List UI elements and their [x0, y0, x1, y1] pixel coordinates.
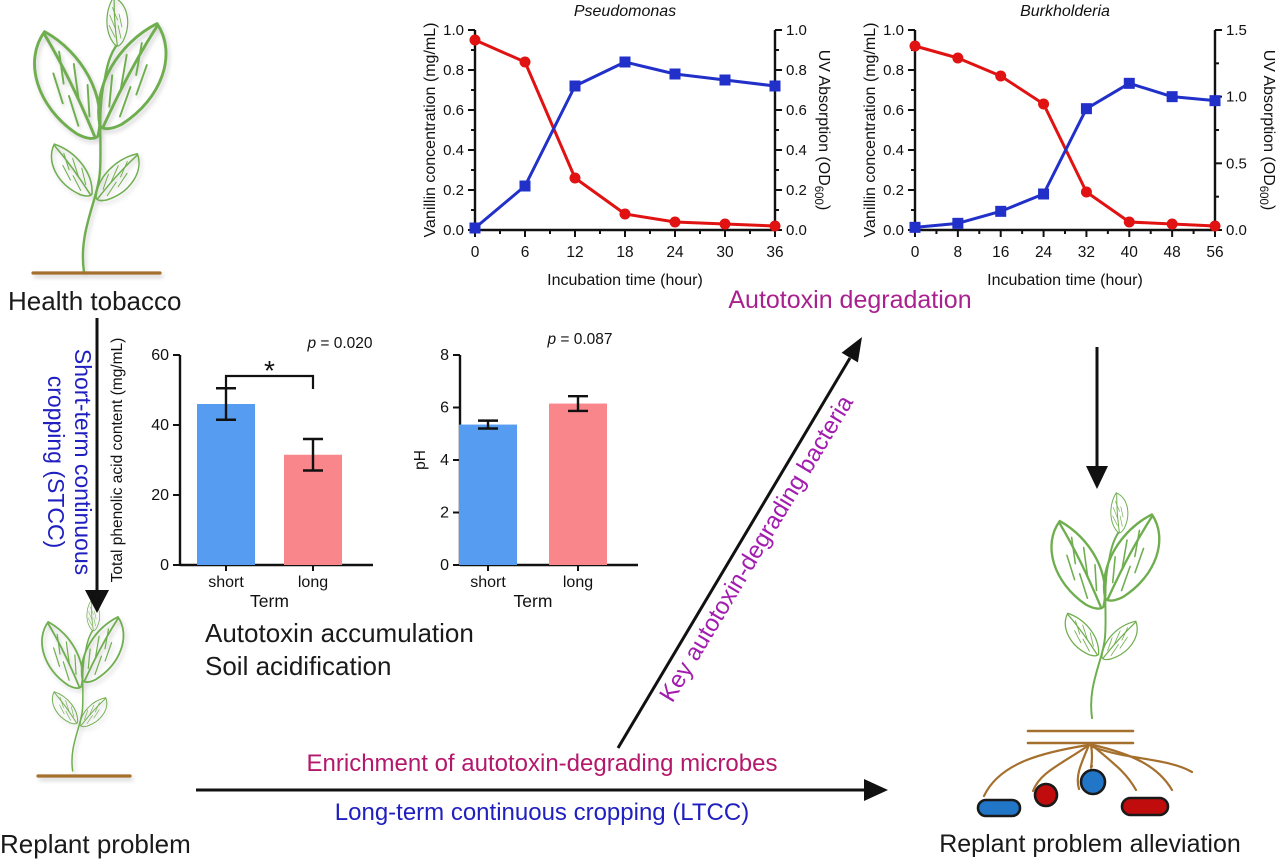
svg-text:0.2: 0.2: [786, 182, 807, 199]
svg-text:0.5: 0.5: [1226, 155, 1247, 172]
svg-text:0.0: 0.0: [786, 222, 807, 239]
svg-text:p = 0.020: p = 0.020: [306, 335, 372, 352]
svg-text:2: 2: [440, 505, 449, 522]
svg-text:56: 56: [1206, 244, 1223, 261]
svg-text:UV Absorption (OD600): UV Absorption (OD600): [1257, 50, 1277, 211]
replant-problem-plant-icon: [25, 600, 140, 778]
red-rod-bacterium-icon: [1120, 796, 1170, 817]
enrichment-label: Enrichment of autotoxin-degrading microb…: [306, 750, 778, 777]
svg-text:long: long: [563, 574, 593, 591]
svg-text:0.2: 0.2: [443, 182, 464, 199]
svg-text:Burkholderia: Burkholderia: [1020, 3, 1110, 20]
svg-text:0.0: 0.0: [443, 222, 464, 239]
health-tobacco-plant-icon: [7, 0, 193, 275]
svg-text:0: 0: [160, 557, 169, 574]
svg-text:8: 8: [954, 244, 963, 261]
svg-text:6: 6: [521, 244, 530, 261]
svg-text:16: 16: [992, 244, 1009, 261]
svg-text:1.0: 1.0: [1226, 89, 1247, 106]
blue-coccus-bacterium-icon: [1079, 768, 1107, 796]
svg-text:30: 30: [716, 244, 734, 261]
svg-text:60: 60: [151, 347, 169, 364]
svg-text:1.5: 1.5: [1226, 22, 1247, 39]
phenolic-acid-bar-chart: 0 20 40 60 short long Term Total phenolic acid …: [109, 335, 373, 611]
svg-text:0: 0: [471, 244, 480, 261]
health-tobacco-label: Health tobacco: [8, 286, 182, 316]
svg-text:36: 36: [766, 244, 783, 261]
svg-text:0.6: 0.6: [883, 102, 904, 119]
svg-text:24: 24: [666, 244, 684, 261]
svg-text:40: 40: [1121, 244, 1139, 261]
svg-text:32: 32: [1078, 244, 1095, 261]
svg-text:0.6: 0.6: [443, 102, 464, 119]
stcc-arrow-icon: [85, 318, 109, 613]
ltcc-arrow-icon: [196, 779, 888, 801]
replant-problem-label: Replant problem: [0, 829, 191, 859]
svg-text:Term: Term: [250, 591, 289, 611]
svg-text:Total phenolic acid content (m: Total phenolic acid content (mg/mL): [109, 338, 126, 583]
svg-text:1.0: 1.0: [883, 22, 904, 39]
svg-text:Pseudomonas: Pseudomonas: [574, 3, 676, 20]
burkholderia-line-chart: 0.0 0.2 0.4 0.6 0.8 1.0 0.0 0.5 1.0 1.5 0 8 16 24 32 40…: [862, 3, 1277, 289]
svg-text:0.4: 0.4: [883, 142, 904, 159]
svg-text:8: 8: [440, 347, 449, 364]
svg-text:6: 6: [440, 400, 449, 417]
ph-bar-chart: 0 2 4 6 8 short long Term pH p = 0.087: [412, 331, 638, 611]
svg-text:short: short: [470, 574, 506, 591]
svg-text:40: 40: [151, 417, 169, 434]
svg-text:12: 12: [566, 244, 583, 261]
pseudomonas-line-chart: 0.0 0.2 0.4 0.6 0.8 1.0 0.0 0.2 0.4 0.6 0.8 1.0 0 6 12…: [422, 3, 832, 289]
replant-problem-alleviation-label: Replant problem alleviation: [939, 830, 1241, 858]
blue-rod-bacterium-icon: [976, 798, 1022, 818]
svg-text:*: *: [264, 355, 275, 386]
bacteria-icons: [976, 768, 1170, 818]
svg-text:0.8: 0.8: [786, 62, 807, 79]
alleviated-plant-icon: [976, 493, 1194, 818]
svg-text:0.8: 0.8: [443, 62, 464, 79]
svg-text:long: long: [298, 574, 328, 591]
svg-text:pH: pH: [412, 450, 429, 470]
svg-text:Vanillin concentration (mg/mL): Vanillin concentration (mg/mL): [422, 23, 439, 238]
svg-text:20: 20: [151, 487, 169, 504]
svg-text:1.0: 1.0: [443, 22, 464, 39]
svg-text:Vanillin concentration (mg/mL): Vanillin concentration (mg/mL): [862, 23, 879, 238]
svg-text:Incubation time (hour): Incubation time (hour): [987, 272, 1143, 289]
svg-text:0.4: 0.4: [443, 142, 464, 159]
svg-text:UV Absorption (OD600): UV Absorption (OD600): [812, 50, 832, 211]
autotoxin-degradation-label: Autotoxin degradation: [728, 286, 972, 314]
stcc-label: Short-term continuous cropping (STCC): [43, 348, 96, 576]
red-coccus-bacterium-icon: [1033, 782, 1059, 808]
svg-text:0.0: 0.0: [883, 222, 904, 239]
svg-text:0.0: 0.0: [1226, 222, 1247, 239]
svg-text:0.2: 0.2: [883, 182, 904, 199]
svg-text:Incubation time (hour): Incubation time (hour): [547, 272, 703, 289]
svg-text:short: short: [208, 574, 244, 591]
svg-text:0.8: 0.8: [883, 62, 904, 79]
svg-text:1.0: 1.0: [786, 22, 807, 39]
ltcc-label: Long-term continuous cropping (LTCC): [334, 799, 750, 826]
svg-text:p = 0.087: p = 0.087: [546, 331, 612, 348]
svg-text:24: 24: [1035, 244, 1053, 261]
svg-text:0.6: 0.6: [786, 102, 807, 119]
svg-text:0: 0: [911, 244, 920, 261]
key-bacteria-arrow-icon: [616, 337, 862, 749]
svg-text:4: 4: [440, 452, 449, 469]
autotoxin-accumulation-label: Autotoxin accumulation Soil acidificatio…: [205, 618, 474, 681]
svg-text:0.4: 0.4: [786, 142, 807, 159]
svg-text:18: 18: [616, 244, 633, 261]
down-arrow-icon: [1086, 347, 1108, 489]
svg-text:Term: Term: [514, 591, 553, 611]
roots-icon: [982, 743, 1194, 798]
svg-text:0: 0: [440, 557, 449, 574]
svg-text:48: 48: [1164, 244, 1181, 261]
